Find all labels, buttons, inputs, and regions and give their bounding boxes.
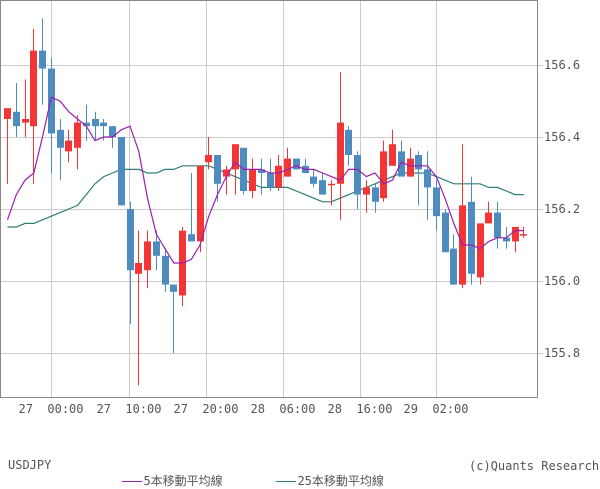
plot-frame [0, 0, 538, 398]
ma5-swatch-icon [122, 481, 143, 482]
candles [4, 18, 527, 386]
y-tick-label: 155.8 [544, 346, 581, 360]
x-tick-label: 27 00:00 [18, 402, 84, 416]
y-tick-label: 156.2 [544, 202, 581, 216]
legend-ma25-label: 25本移動平均線 [297, 474, 384, 488]
x-tick-label: 28 06:00 [250, 402, 316, 416]
x-tick-label: 27 10:00 [96, 402, 162, 416]
y-tick-label: 156.6 [544, 58, 581, 72]
x-tick-label: 28 16:00 [327, 402, 393, 416]
copyright: (c)Quants Research [469, 459, 600, 473]
symbol-label: USDJPY [8, 458, 52, 472]
ma25-swatch-icon [276, 481, 297, 482]
x-tick-label: 27 20:00 [173, 402, 239, 416]
legend-ma5-label: 5本移動平均線 [143, 474, 223, 488]
ma5-line [6, 96, 524, 264]
legend-ma5: 5本移動平均線 [108, 458, 223, 489]
legend-ma25: 25本移動平均線 [262, 458, 384, 489]
y-tick-label: 156.4 [544, 130, 581, 144]
x-tick-label: 29 02:00 [403, 402, 469, 416]
ma25-line [7, 165, 524, 228]
y-tick-label: 156.0 [544, 274, 581, 288]
candlestick-chart [0, 0, 543, 398]
